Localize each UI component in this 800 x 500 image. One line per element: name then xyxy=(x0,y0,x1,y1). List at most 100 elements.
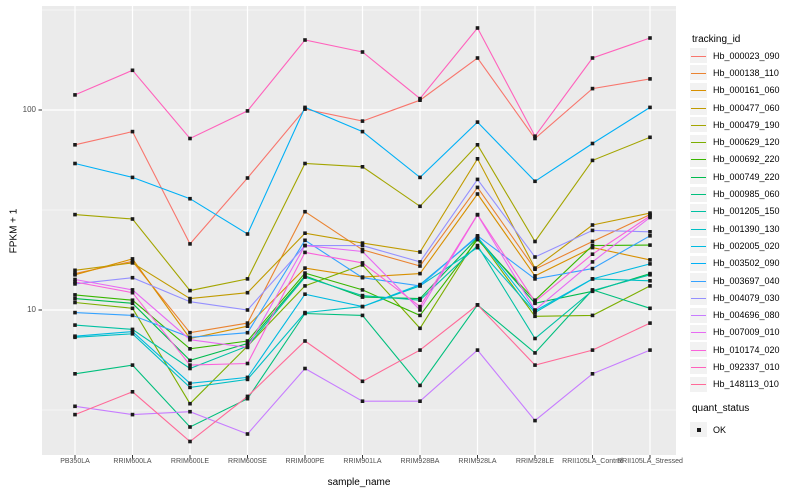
line-key-icon xyxy=(690,65,707,81)
data-point xyxy=(245,232,250,236)
legend-item-Hb_007009_010: Hb_007009_010 xyxy=(690,324,780,341)
y-axis-title: FPKM + 1 xyxy=(8,208,20,254)
legend-item-Hb_000749_220: Hb_000749_220 xyxy=(690,168,780,185)
data-point xyxy=(73,310,77,315)
data-point xyxy=(130,175,135,180)
data-point xyxy=(188,337,192,342)
legend-item-label: Hb_001205_150 xyxy=(713,206,780,217)
data-point xyxy=(533,136,537,141)
legend-item-label: Hb_092337_010 xyxy=(713,361,780,372)
line-key-icon xyxy=(690,255,707,271)
x-tick-label: RRIM928LE xyxy=(515,458,555,465)
data-point xyxy=(360,129,365,134)
data-point xyxy=(188,409,192,414)
data-point xyxy=(188,439,192,444)
data-point xyxy=(533,314,537,319)
line-key-icon xyxy=(690,221,707,237)
data-point xyxy=(130,298,135,302)
data-point xyxy=(648,243,652,247)
data-point xyxy=(418,304,422,309)
data-point xyxy=(418,298,422,302)
data-point xyxy=(303,292,307,296)
data-point xyxy=(648,306,652,311)
legend-item-Hb_001390_130: Hb_001390_130 xyxy=(690,220,780,237)
data-point xyxy=(73,404,77,409)
data-point xyxy=(73,372,77,376)
data-point xyxy=(360,379,365,384)
x-axis-title: sample_name xyxy=(327,477,391,488)
data-point xyxy=(130,275,135,280)
data-point xyxy=(360,263,365,267)
data-point xyxy=(245,432,250,436)
legend-item-label: Hb_000161_060 xyxy=(713,85,780,96)
data-point xyxy=(130,412,135,417)
data-point xyxy=(533,418,537,423)
legend-item-Hb_002005_020: Hb_002005_020 xyxy=(690,237,780,254)
data-point xyxy=(73,212,77,217)
data-point xyxy=(130,327,135,332)
data-point xyxy=(533,363,537,367)
data-point xyxy=(73,296,77,301)
data-point xyxy=(303,250,307,255)
line-key-icon xyxy=(690,376,707,392)
line-key-icon xyxy=(690,307,707,323)
legend-item-Hb_003502_090: Hb_003502_090 xyxy=(690,255,780,272)
data-point xyxy=(73,268,77,273)
data-point xyxy=(130,306,135,311)
legend-item-Hb_004696_080: Hb_004696_080 xyxy=(690,306,780,323)
data-point xyxy=(648,348,652,352)
data-point xyxy=(475,303,480,307)
legend-item-label: Hb_000629_120 xyxy=(713,137,780,148)
line-key-icon xyxy=(690,324,707,340)
line-key-icon xyxy=(690,169,707,185)
legend-item-Hb_092337_010: Hb_092337_010 xyxy=(690,358,780,375)
data-point xyxy=(648,279,652,283)
black-square-point-icon xyxy=(690,422,707,438)
data-point xyxy=(303,266,307,270)
legend-item-Hb_004079_030: Hb_004079_030 xyxy=(690,289,780,306)
data-point xyxy=(533,308,537,312)
data-point xyxy=(360,313,365,318)
data-point xyxy=(130,329,135,334)
data-point xyxy=(360,275,365,280)
legend-item-Hb_000692_220: Hb_000692_220 xyxy=(690,151,780,168)
data-point xyxy=(418,264,422,268)
line-key-icon xyxy=(690,48,707,64)
x-tick-label: RRIM600LA xyxy=(113,458,152,465)
data-point xyxy=(418,313,422,318)
data-point xyxy=(533,336,537,341)
data-point xyxy=(648,36,652,40)
legend-item-label: Hb_004079_030 xyxy=(713,292,780,303)
x-tick-label: RRII105LA_Stressed xyxy=(617,458,683,465)
data-point xyxy=(360,261,365,265)
data-point xyxy=(475,56,480,60)
data-point xyxy=(475,234,480,238)
data-point xyxy=(533,179,537,184)
data-point xyxy=(245,176,250,180)
y-tick-label: 100 xyxy=(22,105,36,114)
data-point xyxy=(130,313,135,318)
legend-item-Hb_000477_060: Hb_000477_060 xyxy=(690,99,780,116)
data-point xyxy=(533,351,537,355)
data-point xyxy=(303,339,307,343)
data-point xyxy=(533,277,537,281)
data-point xyxy=(188,136,192,141)
panel-background xyxy=(42,6,676,455)
line-key-icon xyxy=(690,186,707,202)
data-point xyxy=(648,230,652,234)
legend-item-Hb_000138_110: Hb_000138_110 xyxy=(690,64,780,81)
data-point xyxy=(590,245,595,250)
data-point xyxy=(245,308,250,312)
legend-item-Hb_148113_010: Hb_148113_010 xyxy=(690,376,780,393)
data-point xyxy=(360,249,365,254)
legend-item-label: Hb_000985_060 xyxy=(713,189,780,200)
data-point xyxy=(590,252,595,256)
legend-item-label: OK xyxy=(713,424,727,435)
x-tick-label: RRIM600SE xyxy=(228,458,267,465)
legend-title-tracking-id: tracking_id xyxy=(692,34,741,45)
legend-item-label: Hb_000477_060 xyxy=(713,102,780,113)
data-point xyxy=(188,366,192,371)
x-tick-label: RRIM901LA xyxy=(343,458,382,465)
data-point xyxy=(648,258,652,262)
